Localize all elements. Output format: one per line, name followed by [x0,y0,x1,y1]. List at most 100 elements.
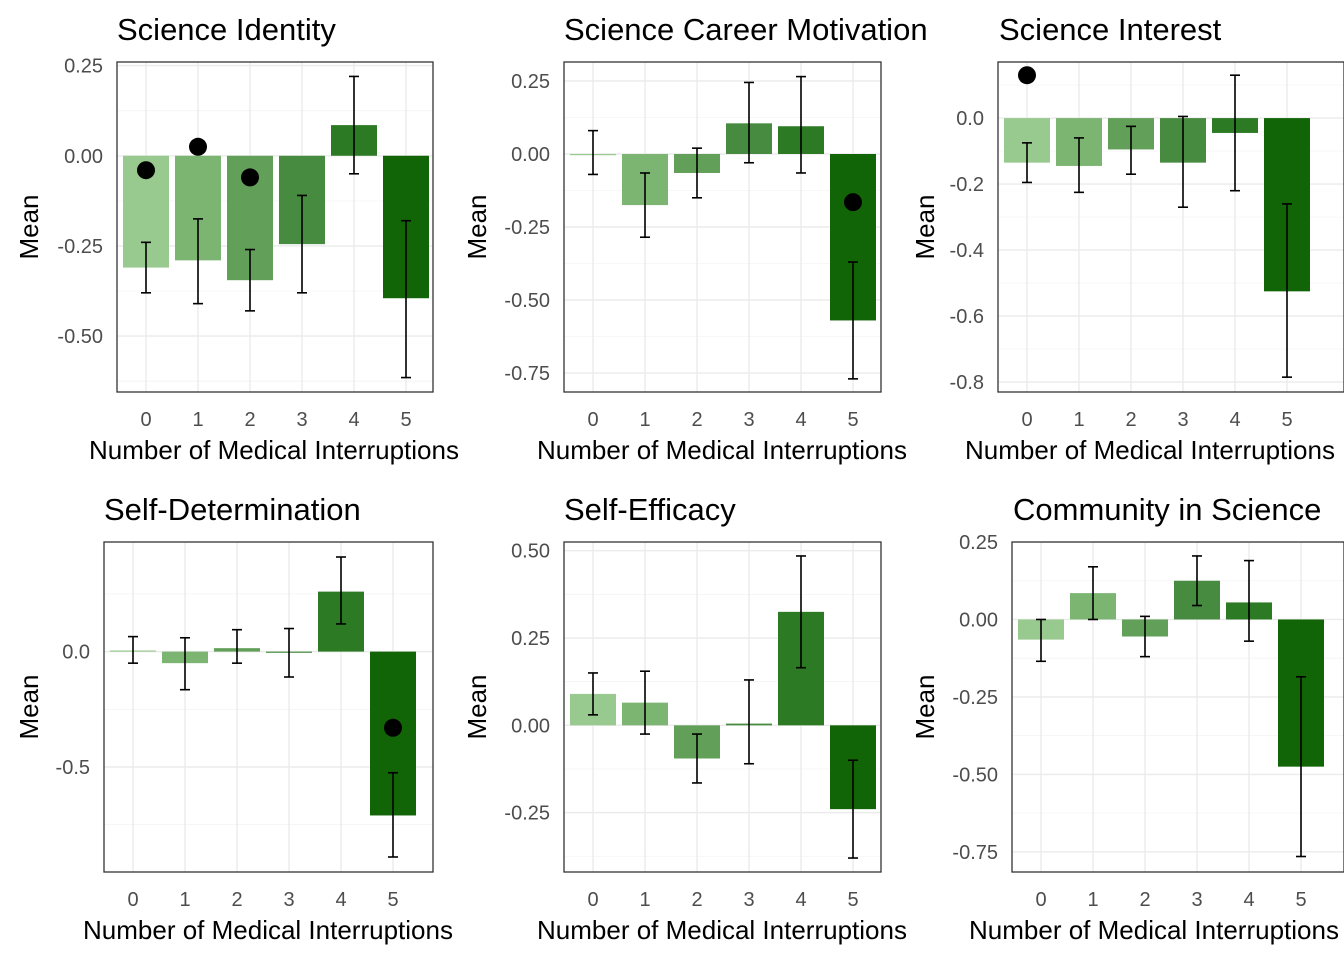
chart-5-errorbar-1 [1088,565,1098,621]
chart-3-x-tick-label-4: 4 [335,889,346,911]
chart-4-errorbar-0 [588,672,598,716]
chart-2-x-axis-label: Number of Medical Interruptions [965,435,1335,465]
chart-1-errorbar-2 [692,147,702,199]
chart-2-errorbar-5 [1282,203,1292,378]
chart-0-title: Science Identity [117,12,336,47]
chart-5-y-axis-label: Mean [910,674,940,739]
chart-2-x-tick-label-4: 4 [1229,409,1240,431]
chart-3-plot-area [104,542,433,872]
chart-4-errorbar-3 [744,679,754,765]
chart-2-y-axis-label: Mean [910,194,940,259]
chart-1-errorbar-0 [588,129,598,176]
chart-1-errorbar-1 [640,172,650,239]
chart-0-x-axis-label: Number of Medical Interruptions [89,435,459,465]
chart-0-errorbar-2 [245,248,255,312]
chart-5-errorbar-5 [1296,675,1306,858]
chart-4-x-tick-label-4: 4 [795,889,806,911]
chart-0-x-tick-label-0: 0 [140,409,151,431]
chart-0-point-2 [241,168,259,187]
chart-2-y-tick-label-0: -0.8 [950,372,984,394]
chart-5-errorbar-2 [1140,615,1150,658]
chart-4-panel: -0.25 0.00 0.25 0.50 0 1 2 3 4 5 Self-Efficacy Numb… [462,492,907,945]
chart-0-frame [116,61,434,393]
chart-5-x-tick-label-3: 3 [1191,889,1202,911]
chart-3-y-axis-label: Mean [14,674,44,739]
chart-2-errorbar-4 [1230,74,1240,192]
chart-4-errorbar-5 [848,759,858,859]
chart-1-y-tick-label-4: 0.25 [511,71,550,93]
chart-2-errorbar-3 [1178,115,1188,208]
chart-0-x-tick-label-4: 4 [348,409,359,431]
chart-5-title: Community in Science [1013,492,1321,527]
chart-0-panel: -0.50 -0.25 0.00 0.25 0 1 2 3 4 5 Science Identity… [14,12,459,465]
chart-5-errorbar-0 [1036,618,1046,663]
chart-3-frame [103,541,434,873]
chart-0-errorbar-0 [141,241,151,294]
chart-0-point-1 [189,137,207,156]
chart-0-y-tick-label-0: -0.50 [57,326,103,348]
chart-2-plot-area [998,62,1344,392]
chart-4-y-axis-label: Mean [462,674,492,739]
chart-2-title: Science Interest [999,12,1222,47]
chart-5-y-tick-label-4: 0.25 [959,532,998,554]
chart-0-y-tick-label-3: 0.25 [64,56,103,78]
chart-1-x-tick-label-4: 4 [795,409,806,431]
chart-3-x-axis-label: Number of Medical Interruptions [83,915,453,945]
chart-0-y-tick-label-2: 0.00 [64,146,103,168]
chart-4-y-tick-label-1: 0.00 [511,715,550,737]
chart-2-errorbar-1 [1074,137,1084,194]
chart-4-x-tick-label-1: 1 [639,889,650,911]
chart-3-y-tick-label-1: 0.0 [62,642,90,664]
chart-0-x-tick-label-1: 1 [192,409,203,431]
chart-3-errorbar-4 [336,556,346,625]
chart-1-x-axis-label: Number of Medical Interruptions [537,435,907,465]
chart-2-x-tick-label-1: 1 [1073,409,1084,431]
chart-4-y-tick-label-2: 0.25 [511,628,550,650]
chart-4-frame [563,541,882,873]
chart-5-x-tick-label-2: 2 [1139,889,1150,911]
chart-3-errorbar-1 [180,636,190,691]
chart-5-panel: -0.75 -0.50 -0.25 0.00 0.25 0 1 2 3 4 5 Community i… [910,492,1344,945]
chart-3-x-tick-label-3: 3 [283,889,294,911]
chart-2-y-tick-label-4: 0.0 [956,108,984,130]
chart-4-x-tick-label-5: 5 [847,889,858,911]
chart-5-x-tick-label-1: 1 [1087,889,1098,911]
chart-4-y-tick-label-0: -0.25 [504,803,550,825]
chart-3-y-tick-label-0: -0.5 [56,757,90,779]
chart-2-y-tick-label-2: -0.4 [950,240,984,262]
chart-3-panel: -0.5 0.0 0 1 2 3 4 5 Self-Determination Number of… [14,492,453,945]
chart-2-errorbar-2 [1126,125,1136,175]
chart-5-y-tick-label-0: -0.75 [952,842,998,864]
chart-5-x-tick-label-4: 4 [1243,889,1254,911]
chart-2-panel: -0.8 -0.6 -0.4 -0.2 0.0 0 1 2 3 4 5 Science Interes… [910,12,1344,465]
chart-3-errorbar-5 [388,771,398,858]
chart-5-x-tick-label-5: 5 [1295,889,1306,911]
chart-1-y-tick-label-2: -0.25 [504,217,550,239]
chart-0-x-tick-label-3: 3 [296,409,307,431]
chart-0-point-0 [137,161,155,180]
chart-2-x-tick-label-3: 3 [1177,409,1188,431]
chart-0-errorbar-4 [349,75,359,175]
chart-5-x-tick-label-0: 0 [1035,889,1046,911]
chart-1-x-tick-label-1: 1 [639,409,650,431]
chart-2-x-tick-label-2: 2 [1125,409,1136,431]
chart-1-x-tick-label-0: 0 [587,409,598,431]
chart-4-title: Self-Efficacy [564,492,736,527]
chart-3-x-tick-label-0: 0 [127,889,138,911]
chart-1-panel: -0.75 -0.50 -0.25 0.00 0.25 0 1 2 3 4 5 Science Car… [462,12,928,465]
chart-5-x-axis-label: Number of Medical Interruptions [969,915,1339,945]
chart-5-y-tick-label-2: -0.25 [952,687,998,709]
chart-1-x-tick-label-5: 5 [847,409,858,431]
chart-0-plot-area [117,62,433,392]
chart-1-errorbar-4 [796,75,806,174]
chart-0-y-tick-label-1: -0.25 [57,236,103,258]
chart-2-x-tick-label-0: 0 [1021,409,1032,431]
chart-2-point-0 [1018,66,1036,85]
chart-5-y-tick-label-1: -0.50 [952,764,998,786]
chart-5-y-tick-label-3: 0.00 [959,609,998,631]
chart-1-x-tick-label-2: 2 [691,409,702,431]
chart-3-errorbar-0 [128,635,138,664]
chart-1-point-0 [844,193,862,212]
chart-5-errorbar-4 [1244,559,1254,642]
chart-4-x-tick-label-0: 0 [587,889,598,911]
